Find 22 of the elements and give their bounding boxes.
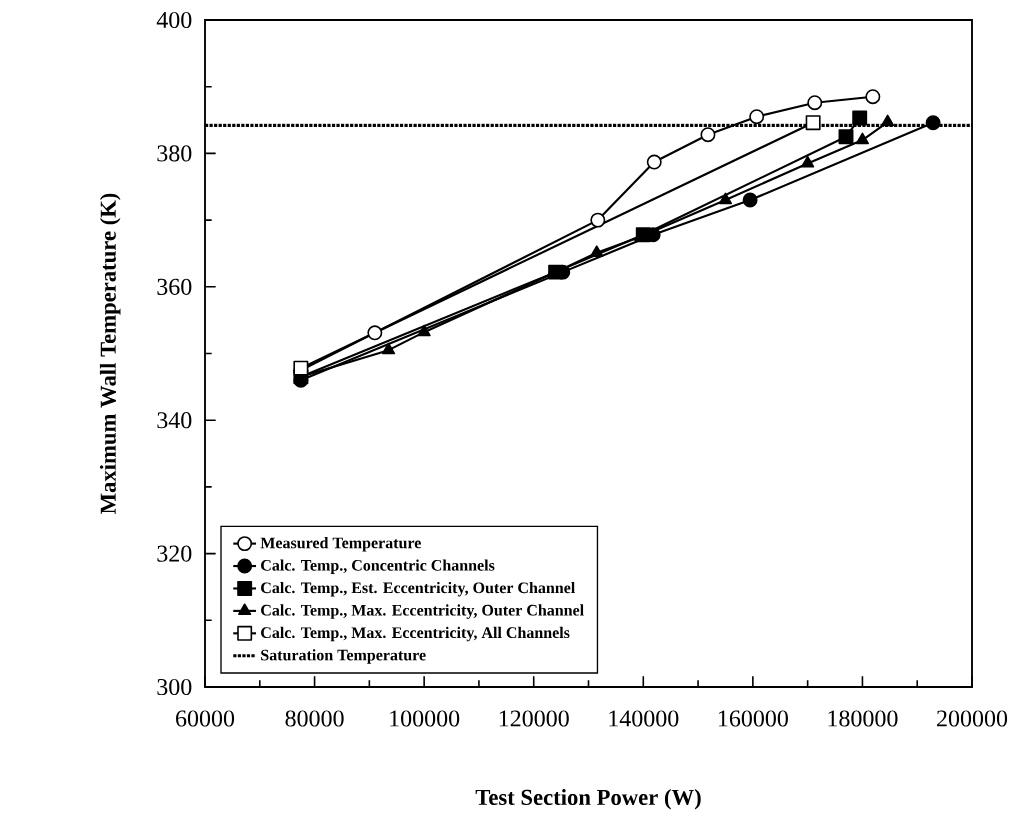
legend-label: Calc. Temp., Max. Eccentricity, All Channels xyxy=(261,626,570,642)
legend-label: Calc. Temp., Max. Eccentricity, Outer Channel xyxy=(261,604,584,619)
x-tick-label: 200000 xyxy=(937,710,1008,727)
legend-label: Calc. Temp., Concentric Channels xyxy=(261,559,495,574)
x-tick-label: 180000 xyxy=(828,710,898,727)
legend-label: Saturation Temperature xyxy=(261,649,426,664)
x-tick-label: 80000 xyxy=(285,710,344,727)
x-tick-label: 140000 xyxy=(609,710,679,727)
y-tick-label: 300 xyxy=(157,678,192,696)
x-axis-title: Test Section Power (W) xyxy=(475,789,701,810)
y-tick-label: 380 xyxy=(157,145,192,162)
y-tick-label: 320 xyxy=(157,545,192,562)
x-tick-label: 160000 xyxy=(718,710,788,727)
x-tick-label: 120000 xyxy=(499,710,569,727)
legend-label: Measured Temperature xyxy=(260,537,421,552)
y-tick-label: 340 xyxy=(157,412,192,429)
y-tick-label: 400 xyxy=(156,11,192,29)
legend-label: Calc. Temp., Est. Eccentricity, Outer Channel xyxy=(261,581,575,597)
x-tick-label: 100000 xyxy=(390,710,460,727)
y-tick-label: 360 xyxy=(157,278,192,295)
x-tick-label: 60000 xyxy=(176,710,235,727)
y-axis-title: Maximum Wall Temperature (K) xyxy=(99,193,121,514)
